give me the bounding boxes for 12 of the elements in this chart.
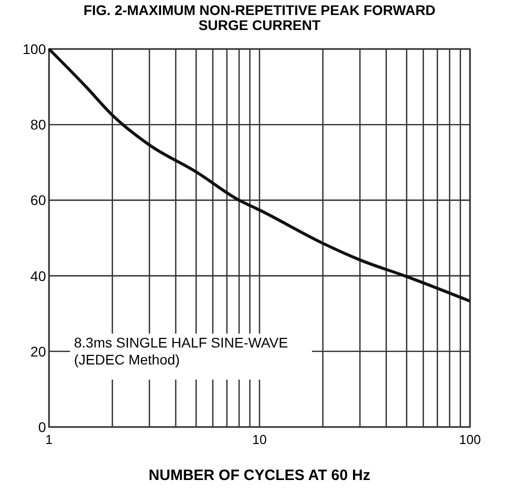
y-tick-label: 80 bbox=[30, 116, 46, 133]
x-tick-label: 100 bbox=[459, 432, 481, 447]
y-tick-label: 40 bbox=[30, 268, 46, 284]
y-tick-label: 60 bbox=[30, 192, 46, 208]
x-axis-title: NUMBER OF CYCLES AT 60 Hz bbox=[148, 467, 370, 484]
x-tick-label: 1 bbox=[45, 432, 53, 447]
y-tick-label: 0 bbox=[38, 419, 46, 435]
annotation: 8.3ms SINGLE HALF SINE-WAVE (JEDEC Method) bbox=[74, 334, 288, 368]
y-tick-label: 20 bbox=[30, 343, 46, 360]
x-tick-label: 10 bbox=[252, 432, 267, 447]
y-tick-label: 100 bbox=[22, 41, 46, 57]
chart-title: FIG. 2-MAXIMUM NON-REPETITIVE PEAK FORWARD SURGE CURRENT bbox=[83, 2, 436, 33]
